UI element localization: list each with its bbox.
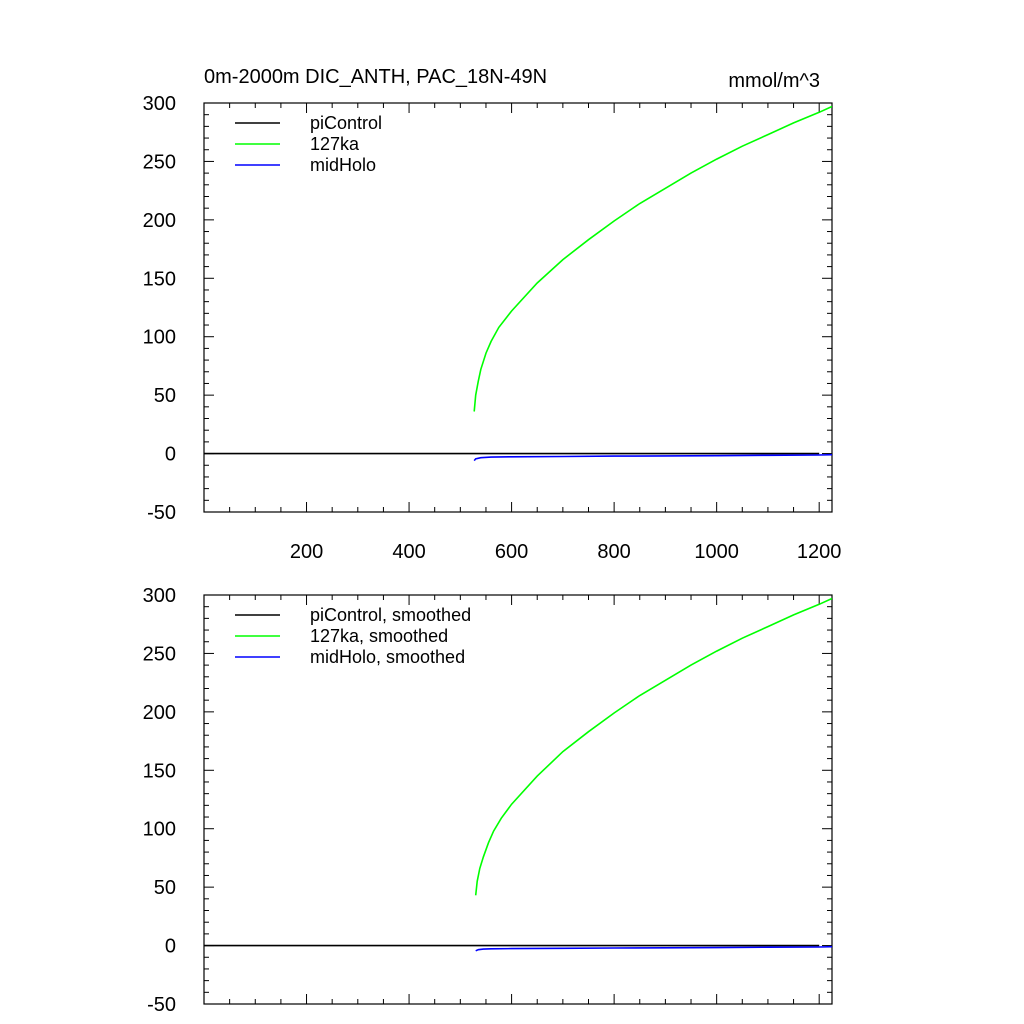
x-tick-label: 600 bbox=[495, 541, 528, 563]
y-tick-label: 50 bbox=[154, 877, 176, 899]
legend-label: piControl bbox=[310, 113, 382, 133]
y-tick-label: 300 bbox=[143, 93, 176, 115]
chart-title: 0m-2000m DIC_ANTH, PAC_18N-49N bbox=[204, 66, 547, 88]
y-tick-label: 100 bbox=[143, 327, 176, 349]
y-tick-label: 100 bbox=[143, 819, 176, 841]
y-tick-label: 0 bbox=[165, 936, 176, 958]
x-tick-label: 1200 bbox=[797, 541, 842, 563]
plot-frame bbox=[203, 102, 833, 513]
y-tick-label: 250 bbox=[143, 151, 176, 173]
series-line bbox=[473, 105, 832, 412]
y-tick-label: 250 bbox=[143, 643, 176, 665]
x-tick-label: 1000 bbox=[694, 541, 739, 563]
legend-label: midHolo bbox=[310, 155, 376, 175]
legend-label: 127ka bbox=[310, 134, 360, 154]
y-tick-label: 50 bbox=[154, 385, 176, 407]
series-line bbox=[475, 945, 832, 952]
y-tick-label: -50 bbox=[147, 994, 176, 1016]
bottom-panel: -50 0 50 100 150 200 250 300 piControl, smoothed… bbox=[143, 585, 833, 1016]
series-line bbox=[473, 453, 832, 462]
y-tick-label: 200 bbox=[143, 210, 176, 232]
y-tick-label: 200 bbox=[143, 702, 176, 724]
y-tick-label: 150 bbox=[143, 760, 176, 782]
x-tick-label: 800 bbox=[597, 541, 630, 563]
top-panel: -50 0 50 100 150 200 250 300 200 400 600 800 1000 120… bbox=[143, 93, 842, 563]
units-label: mmol/m^3 bbox=[728, 70, 820, 92]
legend-label: midHolo, smoothed bbox=[310, 647, 465, 667]
legend-label: 127ka, smoothed bbox=[310, 626, 448, 646]
y-tick-label: 300 bbox=[143, 585, 176, 607]
legend-label: piControl, smoothed bbox=[310, 605, 471, 625]
plot-frame bbox=[203, 594, 833, 1005]
y-tick-label: 0 bbox=[165, 444, 176, 466]
y-tick-label: -50 bbox=[147, 502, 176, 524]
y-tick-label: 150 bbox=[143, 268, 176, 290]
x-tick-label: 200 bbox=[290, 541, 323, 563]
series-line bbox=[474, 597, 832, 896]
x-tick-label: 400 bbox=[392, 541, 425, 563]
